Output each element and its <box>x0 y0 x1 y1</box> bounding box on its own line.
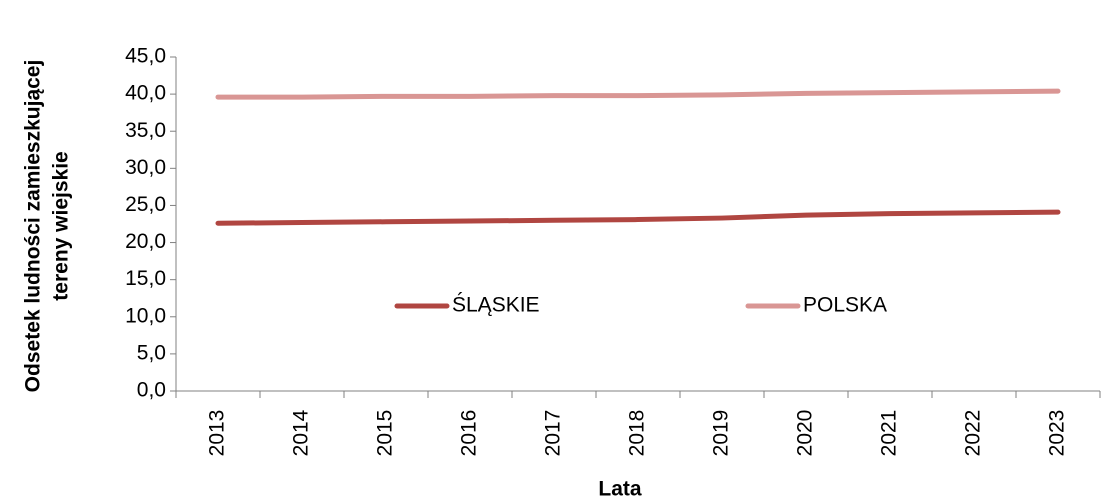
y-axis-title: tereny wiejskie <box>50 151 73 300</box>
y-tick-label: 0,0 <box>137 379 166 402</box>
x-tick-label: 2023 <box>1046 410 1069 457</box>
legend-label: POLSKA <box>803 294 887 317</box>
x-axis-title: Lata <box>598 478 642 501</box>
x-tick-label: 2021 <box>878 410 901 457</box>
y-axis-title: Odsetek ludności zamieszkującej <box>22 60 45 393</box>
y-tick-label: 20,0 <box>125 230 166 253</box>
y-tick-label: 15,0 <box>125 267 166 290</box>
x-tick-label: 2013 <box>206 410 229 457</box>
legend-label: ŚLĄSKIE <box>452 293 540 317</box>
series-line <box>215 88 1061 100</box>
y-tick-label: 25,0 <box>125 193 166 216</box>
x-tick-label: 2019 <box>710 410 733 457</box>
x-tick-label: 2016 <box>458 410 481 457</box>
y-tick-label: 35,0 <box>125 119 166 142</box>
y-tick-label: 40,0 <box>125 82 166 105</box>
x-tick-label: 2017 <box>542 410 565 457</box>
y-tick-label: 45,0 <box>125 45 166 68</box>
y-tick-label: 10,0 <box>125 304 166 327</box>
y-tick-label: 5,0 <box>137 341 166 364</box>
x-tick-label: 2018 <box>626 410 649 457</box>
x-tick-label: 2020 <box>794 410 817 457</box>
x-tick-label: 2015 <box>374 410 397 457</box>
x-tick-label: 2014 <box>290 409 313 456</box>
series-line <box>215 209 1061 226</box>
y-tick-label: 30,0 <box>125 156 166 179</box>
x-tick-label: 2022 <box>962 410 985 457</box>
